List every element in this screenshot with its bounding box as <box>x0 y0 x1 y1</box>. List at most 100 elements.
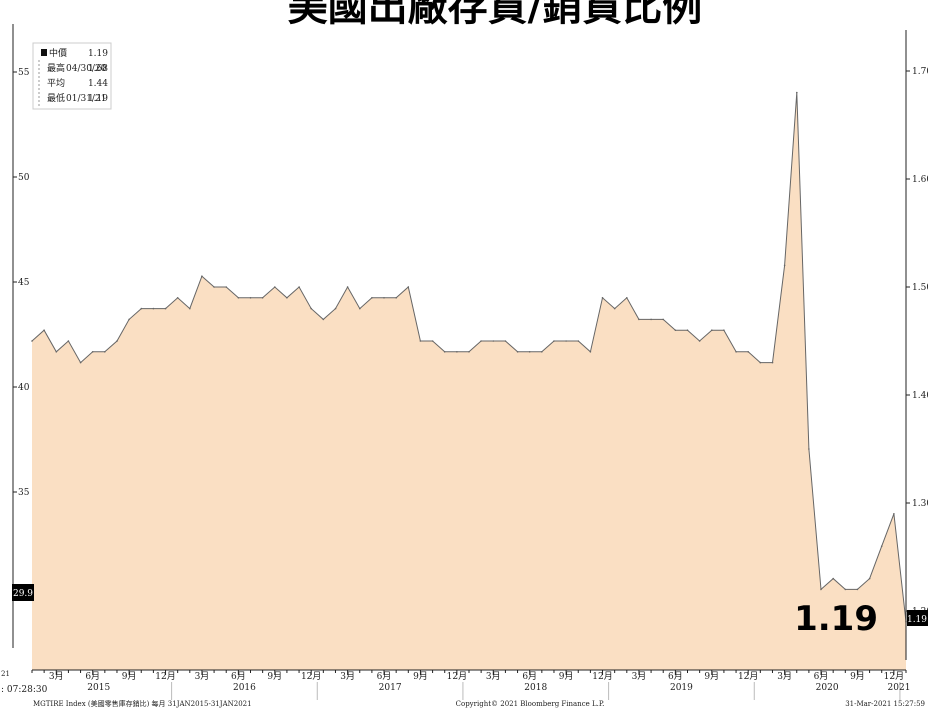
legend-row-0-value: 1.19 <box>88 49 108 59</box>
x-tick-label: 12月 <box>301 671 321 682</box>
left-tick-label: 55 <box>18 68 30 78</box>
footer-source: MGTIRE Index (美國零售庫存銷比) 每月 31JAN2015-31J… <box>33 699 252 708</box>
data-point <box>638 318 640 321</box>
data-point <box>407 286 410 288</box>
x-year-label: 2016 <box>233 683 256 693</box>
legend-row-0-label: 中價 <box>49 47 67 59</box>
data-point <box>152 307 155 310</box>
data-point <box>395 297 398 299</box>
right-tick-label: 1.70 <box>912 67 928 77</box>
data-point <box>723 329 725 332</box>
data-point <box>650 318 652 321</box>
data-point <box>492 340 495 342</box>
right-tick-label: 1.50 <box>912 283 928 293</box>
x-tick-label: 6月 <box>231 671 246 682</box>
x-tick-label: 6月 <box>668 671 683 682</box>
right-tick-label: 1.40 <box>912 391 928 401</box>
legend-row-2-label: 平均 <box>47 77 65 89</box>
data-point <box>759 361 762 364</box>
data-point <box>55 351 58 353</box>
data-point <box>880 545 883 547</box>
x-tick-label: 9月 <box>122 671 137 682</box>
chart-title: 美國出廠存貨/銷貨比例 <box>288 0 703 30</box>
corner-bottom-text: : 07:28:30 <box>1 685 48 695</box>
data-point <box>893 513 895 515</box>
data-point <box>79 361 82 364</box>
legend-swatch-icon <box>41 49 47 56</box>
data-point <box>176 297 179 299</box>
x-axis: 3月 6月 9月 12月 3月 6月 9月 12月 3月 6月 9月 12月 3月 6月 9月 12月 3月 6月… <box>31 670 910 700</box>
data-point <box>686 329 689 332</box>
data-point <box>711 329 713 332</box>
data-point <box>589 351 592 353</box>
x-tick-label: 9月 <box>559 671 574 682</box>
data-point <box>116 340 118 342</box>
data-point <box>662 318 664 321</box>
left-tick-label: 50 <box>18 173 30 183</box>
data-point <box>832 577 834 580</box>
data-point <box>213 286 215 288</box>
legend-row-3-value: 1.19 <box>88 94 108 104</box>
x-tick-label: 3月 <box>486 671 501 682</box>
left-marker: 29.9 <box>12 584 34 601</box>
x-tick-label: 12月 <box>155 671 175 682</box>
data-point <box>820 588 822 591</box>
x-tick-label: 12月 <box>738 671 758 682</box>
data-point <box>346 286 349 288</box>
x-tick-label: 6月 <box>85 671 100 682</box>
data-point <box>43 329 45 332</box>
x-tick-label: 3月 <box>632 671 647 682</box>
data-point <box>771 361 774 364</box>
data-point <box>844 588 847 591</box>
data-point <box>565 340 567 342</box>
data-point <box>456 351 458 353</box>
data-point <box>808 448 810 450</box>
plot-area <box>31 91 907 671</box>
data-point <box>783 264 786 267</box>
x-tick-label: 3月 <box>777 671 792 682</box>
right-marker-label: 1.19 <box>907 615 927 625</box>
data-point <box>359 307 361 310</box>
left-axis: 35 40 45 50 55 <box>13 68 30 498</box>
data-point <box>67 340 70 342</box>
data-point <box>383 297 385 299</box>
data-point <box>528 351 531 353</box>
x-tick-label: 3月 <box>49 671 64 682</box>
data-point <box>225 286 227 288</box>
left-marker-label: 29.9 <box>13 589 33 599</box>
x-tick-label: 6月 <box>814 671 829 682</box>
left-tick-label: 35 <box>18 488 30 498</box>
legend-row-2-value: 1.44 <box>88 79 108 89</box>
x-tick-label: 9月 <box>704 671 719 682</box>
data-point <box>91 351 94 353</box>
data-point <box>334 307 337 310</box>
data-point <box>856 588 859 591</box>
right-tick-label: 1.60 <box>912 175 928 185</box>
data-point <box>516 351 519 353</box>
legend-row-3-label: 最低 <box>47 92 65 104</box>
data-point <box>261 297 264 299</box>
corner-top-text: 21 <box>1 670 10 678</box>
legend-row-1-date: 04/30/20 <box>66 64 107 74</box>
x-year-label: 2017 <box>379 683 402 693</box>
right-tick-label: 1.30 <box>912 499 928 509</box>
data-point <box>322 318 325 321</box>
data-point <box>868 577 871 580</box>
x-year-label: 2019 <box>670 683 693 693</box>
x-tick-label: 9月 <box>850 671 865 682</box>
x-tick-label: 9月 <box>413 671 428 682</box>
data-point <box>140 307 143 310</box>
x-tick-label: 3月 <box>340 671 355 682</box>
data-point <box>189 307 191 310</box>
x-tick-label: 3月 <box>195 671 210 682</box>
data-point <box>504 340 507 342</box>
area-fill <box>32 92 906 671</box>
data-point <box>298 286 300 288</box>
data-point <box>164 307 167 310</box>
data-point <box>443 351 446 353</box>
x-tick-label: 12月 <box>592 671 612 682</box>
data-point <box>237 297 240 299</box>
data-point <box>601 297 604 299</box>
right-axis: 1.201.301.401.501.601.70 <box>906 67 928 617</box>
